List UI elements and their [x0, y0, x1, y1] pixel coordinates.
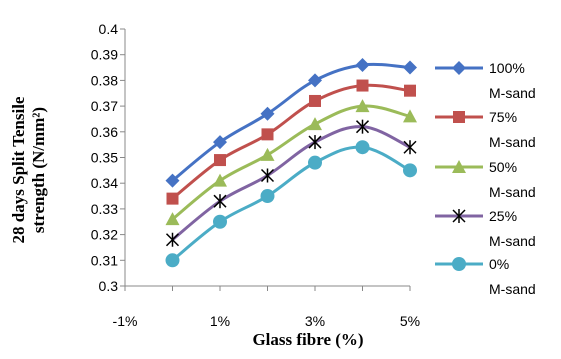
y-tick-label: 0.34	[91, 175, 118, 191]
data-point	[214, 154, 226, 167]
x-tick-label: -1%	[113, 313, 138, 329]
data-point	[356, 79, 369, 92]
data-point	[355, 99, 370, 113]
legend-item: 25% M-sand	[435, 208, 536, 249]
data-point	[309, 94, 321, 107]
x-axis-title: Glass fibre (%)	[252, 330, 363, 349]
data-point	[260, 168, 275, 183]
data-point	[308, 135, 322, 150]
series-line	[171, 104, 411, 221]
y-tick-label: 0.31	[91, 252, 118, 268]
data-point	[165, 232, 180, 247]
data-point	[261, 128, 274, 141]
data-point	[308, 73, 322, 88]
legend-label-line2: M-sand	[489, 233, 536, 249]
x-tick-label: 1%	[210, 313, 230, 329]
data-point	[308, 117, 322, 131]
data-point	[355, 140, 370, 155]
data-point	[355, 57, 370, 72]
data-point	[452, 209, 466, 223]
data-point	[453, 111, 465, 123]
legend-label: 0%	[489, 256, 509, 272]
data-point	[213, 214, 227, 229]
data-point	[403, 163, 417, 178]
data-point	[260, 147, 275, 161]
data-point	[165, 173, 180, 188]
legend-item: 100% M-sand	[435, 60, 536, 101]
data-point	[308, 155, 322, 170]
data-point	[452, 61, 466, 75]
data-point	[403, 140, 417, 155]
series-line	[171, 125, 411, 241]
series-line	[171, 62, 411, 182]
axes: 0.3 0.31 0.32 0.33 0.34 0.35 0.36 0.37 0.38 0.39 0…	[91, 21, 420, 329]
legend-label: 25%	[489, 208, 517, 224]
y-tick-label: 0.36	[91, 124, 118, 140]
y-tick-label: 0.3	[99, 278, 119, 294]
legend: 100% M-sand 75% M-sand 50% M-sand 25% M-sand 0% M…	[435, 60, 536, 297]
y-tick-label: 0.4	[99, 21, 119, 37]
x-tick-label: 5%	[400, 313, 420, 329]
legend-label-line2: M-sand	[489, 134, 536, 150]
series-markers	[165, 57, 417, 268]
data-point	[452, 257, 466, 271]
data-point	[166, 192, 179, 205]
data-point	[403, 60, 417, 75]
data-point	[404, 84, 416, 97]
data-point	[260, 189, 275, 204]
legend-label-line2: M-sand	[489, 184, 536, 200]
data-point	[213, 135, 227, 150]
legend-label: 100%	[489, 60, 525, 76]
data-point	[355, 119, 370, 134]
data-point	[403, 109, 417, 123]
series-line	[171, 145, 411, 262]
data-point	[165, 253, 180, 268]
legend-label: 75%	[489, 109, 517, 125]
data-point	[260, 106, 275, 121]
x-tick-label: 3%	[305, 313, 325, 329]
legend-label-line2: M-sand	[489, 85, 536, 101]
data-point	[213, 194, 227, 209]
legend-item: 75% M-sand	[435, 109, 536, 150]
series-lines	[171, 62, 411, 262]
data-point	[452, 160, 466, 173]
y-tick-label: 0.33	[91, 201, 118, 217]
y-axis-title-line1: 28 days Split Tensile	[9, 96, 28, 243]
y-tick-label: 0.35	[91, 150, 118, 166]
legend-item: 50% M-sand	[435, 159, 536, 200]
data-point	[213, 173, 227, 187]
series-line	[171, 83, 411, 200]
y-tick-label: 0.39	[91, 47, 118, 63]
y-axis-title-line2: strength (N/mm²)	[29, 107, 48, 233]
y-tick-label: 0.37	[91, 98, 118, 114]
legend-label: 50%	[489, 159, 517, 175]
legend-item: 0% M-sand	[435, 256, 536, 297]
y-tick-label: 0.32	[91, 227, 118, 243]
data-point	[165, 212, 180, 226]
legend-label-line2: M-sand	[489, 281, 536, 297]
y-tick-label: 0.38	[91, 72, 118, 88]
